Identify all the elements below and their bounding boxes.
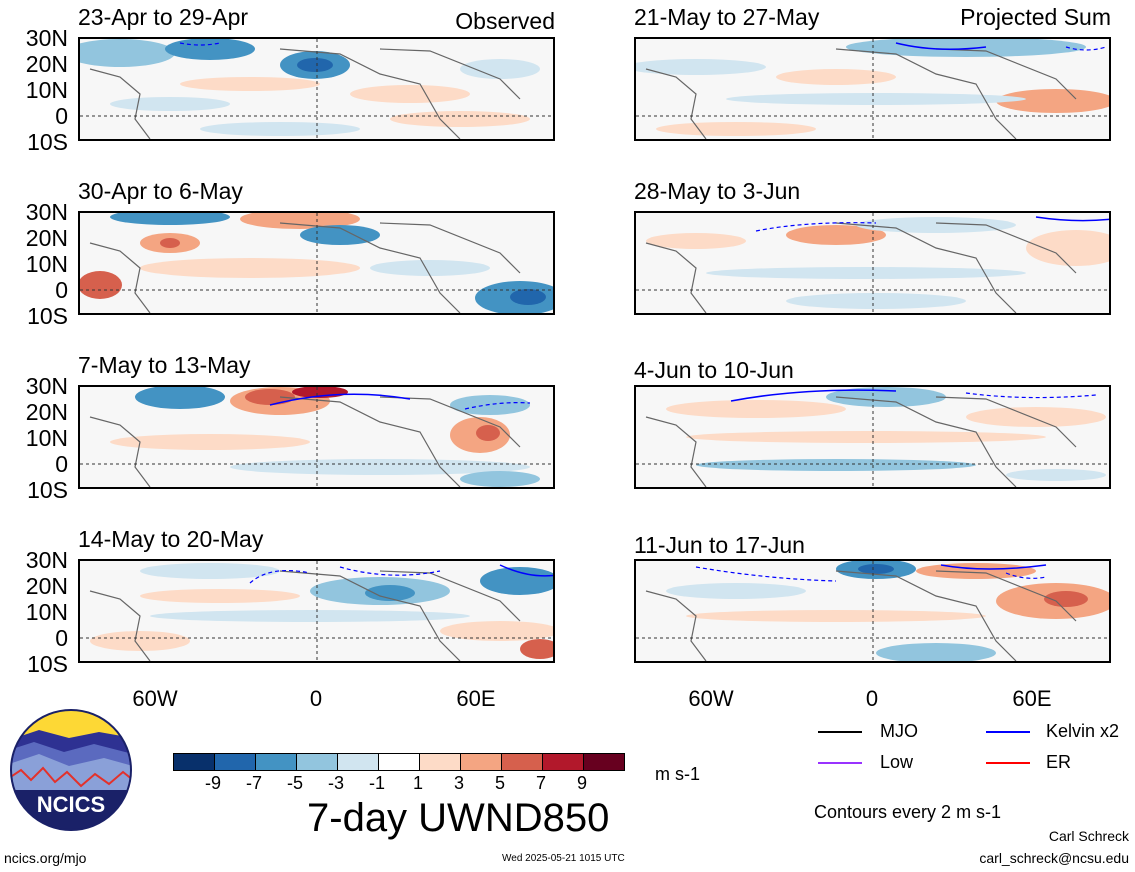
map-panel-observed-2 [78, 211, 555, 315]
author: Carl Schreck [1048, 828, 1129, 844]
colorbar-tick: 7 [535, 773, 546, 793]
colorbar-bin [584, 754, 624, 770]
lat-label: 0 [55, 625, 68, 651]
lat-label: 10S [27, 477, 68, 503]
map-panel-projected-3 [634, 385, 1111, 489]
legend-swatch-kelvin [986, 731, 1030, 733]
panel-title-7: 4-Jun to 10-Jun [634, 357, 794, 383]
lon-label-left: 0 [309, 686, 323, 711]
colorbar-tick: -1 [368, 773, 385, 793]
colorbar-tick: 9 [576, 773, 587, 793]
lon-label-left: 60W [132, 686, 178, 711]
lat-label: 30N [25, 199, 68, 225]
panel-title-8: 11-Jun to 17-Jun [634, 532, 805, 558]
email: carl_schreck@ncsu.edu [979, 850, 1129, 866]
lat-label: 10N [25, 599, 68, 625]
lon-label-right: 0 [865, 686, 879, 711]
lat-label: 10S [27, 651, 68, 677]
map-panel-observed-4 [78, 559, 555, 663]
map-panel-observed-1 [78, 37, 555, 141]
lat-label: 30N [25, 547, 68, 573]
panel-title-5: 21-May to 27-May [634, 4, 820, 30]
lat-label: 20N [25, 51, 68, 77]
lat-label: 0 [55, 277, 68, 303]
colorbar-tick: -9 [204, 773, 221, 793]
map-panel-projected-4 [634, 559, 1111, 663]
legend-label-er: ER [1046, 752, 1072, 772]
colorbar-tick: 5 [494, 773, 505, 793]
colorbar-bin [461, 754, 502, 770]
colorbar-bin [543, 754, 584, 770]
map-panel-projected-1 [634, 37, 1111, 141]
logo-text: NCICS [37, 792, 105, 817]
lat-label: 0 [55, 451, 68, 477]
legend-label-mjo: MJO [880, 721, 918, 741]
colorbar-bin [379, 754, 420, 770]
site-link[interactable]: ncics.org/mjo [4, 850, 87, 866]
map-panel-observed-3 [78, 385, 555, 489]
legend-label-low: Low [880, 752, 914, 772]
lat-label: 20N [25, 399, 68, 425]
colorbar-bin [502, 754, 543, 770]
map-panel-projected-2 [634, 211, 1111, 315]
colorbar-bin [338, 754, 379, 770]
lat-label: 30N [25, 25, 68, 51]
colorbar-tick: -3 [327, 773, 344, 793]
panel-title-6: 28-May to 3-Jun [634, 178, 801, 204]
lat-label: 10N [25, 77, 68, 103]
lat-label: 30N [25, 373, 68, 399]
panel-title-2: 30-Apr to 6-May [78, 178, 243, 204]
lon-label-left: 60E [456, 686, 496, 711]
lat-label: 20N [25, 225, 68, 251]
legend-swatch-er [986, 762, 1030, 764]
colorbar-bin [297, 754, 338, 770]
projected-label: Projected Sum [960, 4, 1111, 30]
colorbar-tick: -7 [245, 773, 262, 793]
lon-label-right: 60W [688, 686, 734, 711]
colorbar-bin [420, 754, 461, 770]
legend-swatch-mjo [818, 731, 862, 733]
legend-label-kelvin: Kelvin x2 [1046, 721, 1120, 741]
colorbar-units: m s-1 [655, 764, 700, 784]
contours-note: Contours every 2 m s-1 [814, 802, 1002, 822]
colorbar-tick: 3 [453, 773, 464, 793]
ncics-logo: NCICS [9, 708, 133, 832]
lat-label: 0 [55, 103, 68, 129]
colorbar-bin [256, 754, 297, 770]
panel-title-4: 14-May to 20-May [78, 526, 264, 552]
timestamp: Wed 2025-05-21 1015 UTC [502, 853, 625, 864]
lat-label: 20N [25, 573, 68, 599]
colorbar-tick: 1 [412, 773, 423, 793]
lat-label: 10N [25, 251, 68, 277]
lon-label-right: 60E [1012, 686, 1052, 711]
main-title: 7-day UWND850 [307, 796, 610, 840]
panel-title-1: 23-Apr to 29-Apr [78, 4, 249, 30]
colorbar-bin [215, 754, 256, 770]
lat-label: 10N [25, 425, 68, 451]
colorbar [173, 753, 625, 771]
lat-label: 10S [27, 303, 68, 329]
colorbar-bin [174, 754, 215, 770]
legend-swatch-low [818, 762, 862, 764]
panel-title-3: 7-May to 13-May [78, 352, 251, 378]
lat-label: 10S [27, 129, 68, 155]
observed-label: Observed [455, 8, 555, 34]
colorbar-tick: -5 [286, 773, 303, 793]
